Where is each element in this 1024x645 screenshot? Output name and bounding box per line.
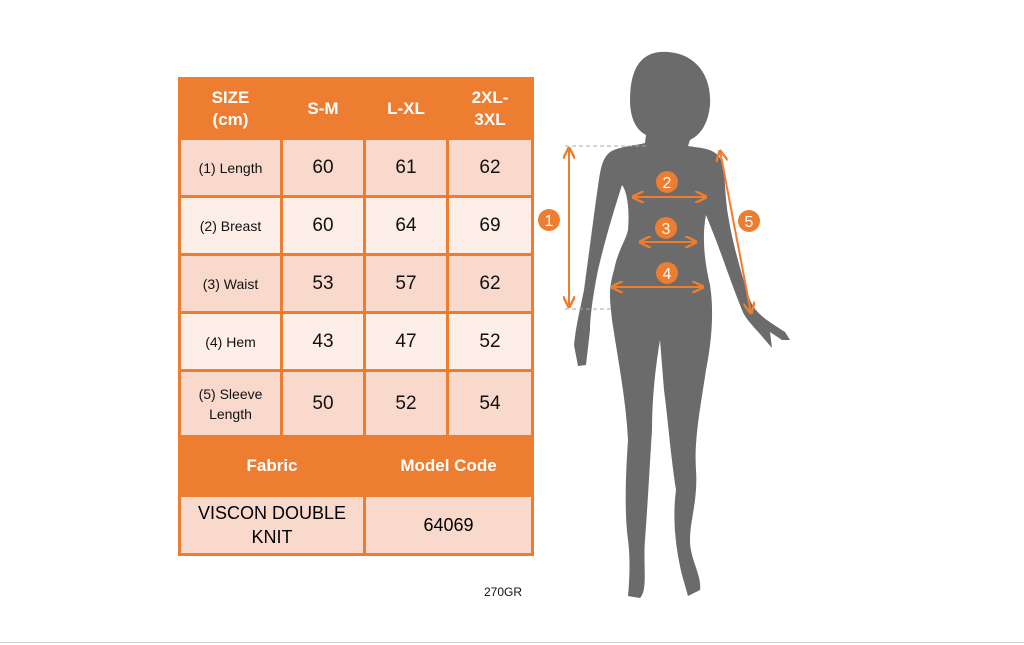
fabric-header-row: Fabric Model Code bbox=[178, 435, 534, 497]
row-label: (3) Waist bbox=[178, 253, 283, 314]
header-size: SIZE (cm) bbox=[178, 77, 283, 140]
cell: 47 bbox=[363, 311, 449, 372]
cell: 53 bbox=[280, 253, 366, 314]
cell: 54 bbox=[446, 369, 534, 438]
marker-5: 5 bbox=[738, 210, 760, 232]
svg-text:1: 1 bbox=[545, 213, 554, 230]
marker-1: 1 bbox=[538, 209, 560, 231]
fabric-row: VISCON DOUBLE KNIT 64069 bbox=[178, 494, 534, 556]
cell: 57 bbox=[363, 253, 449, 314]
cell: 62 bbox=[446, 137, 534, 198]
cell: 69 bbox=[446, 195, 534, 256]
row-label: (4) Hem bbox=[178, 311, 283, 372]
body-measurement-figure: 1 2 3 4 5 bbox=[538, 51, 790, 598]
table-row: (5) Sleeve Length 50 52 54 bbox=[178, 369, 534, 438]
cell: 50 bbox=[280, 369, 366, 438]
svg-text:3: 3 bbox=[662, 221, 671, 238]
fabric-header: Fabric bbox=[178, 435, 366, 497]
table-row: (3) Waist 53 57 62 bbox=[178, 253, 534, 314]
row-label: (1) Length bbox=[178, 137, 283, 198]
svg-text:4: 4 bbox=[663, 266, 672, 283]
fabric-value: VISCON DOUBLE KNIT bbox=[178, 494, 366, 556]
row-label: (2) Breast bbox=[178, 195, 283, 256]
cell: 64 bbox=[363, 195, 449, 256]
cell: 61 bbox=[363, 137, 449, 198]
row-label: (5) Sleeve Length bbox=[178, 369, 283, 438]
table-row: (2) Breast 60 64 69 bbox=[178, 195, 534, 256]
cell: 60 bbox=[280, 137, 366, 198]
fabric-weight: 270GR bbox=[484, 585, 523, 599]
svg-text:5: 5 bbox=[745, 214, 754, 231]
size-chart-table: SIZE (cm) S-M L-XL 2XL-3XL (1) Length 60 … bbox=[178, 77, 534, 556]
header-s-m: S-M bbox=[280, 77, 366, 140]
cell: 52 bbox=[446, 311, 534, 372]
header-l-xl: L-XL bbox=[363, 77, 449, 140]
table-row: (4) Hem 43 47 52 bbox=[178, 311, 534, 372]
header-row: SIZE (cm) S-M L-XL 2XL-3XL bbox=[178, 77, 534, 140]
svg-text:2: 2 bbox=[663, 175, 672, 192]
marker-4: 4 bbox=[656, 262, 678, 284]
cell: 52 bbox=[363, 369, 449, 438]
woman-silhouette bbox=[574, 51, 790, 598]
table-row: (1) Length 60 61 62 bbox=[178, 137, 534, 198]
model-code-value: 64069 bbox=[363, 494, 534, 556]
marker-2: 2 bbox=[656, 171, 678, 193]
header-2xl-3xl: 2XL-3XL bbox=[446, 77, 534, 140]
cell: 43 bbox=[280, 311, 366, 372]
marker-3: 3 bbox=[655, 217, 677, 239]
divider bbox=[0, 642, 1024, 643]
header-2xl-3xl-label: 2XL-3XL bbox=[471, 87, 509, 129]
cell: 60 bbox=[280, 195, 366, 256]
cell: 62 bbox=[446, 253, 534, 314]
sleeve-arrow bbox=[720, 151, 751, 313]
model-code-header: Model Code bbox=[363, 435, 534, 497]
